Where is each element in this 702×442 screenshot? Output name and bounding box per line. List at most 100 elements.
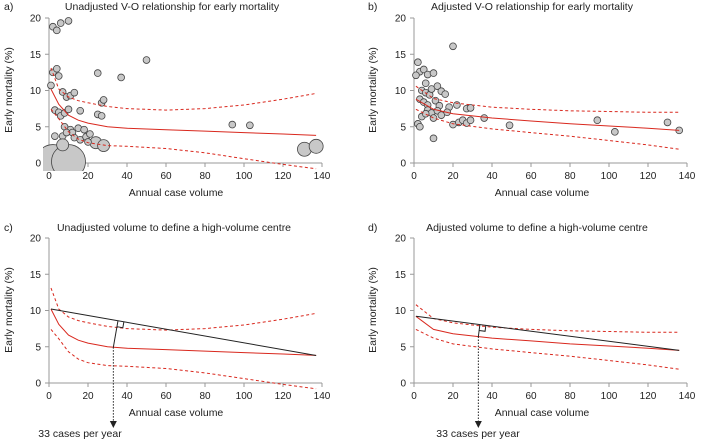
panel-label: b) bbox=[368, 1, 377, 13]
data-point bbox=[97, 139, 110, 153]
x-tick-label: 140 bbox=[314, 391, 331, 402]
x-tick-label: 80 bbox=[564, 171, 576, 182]
data-point bbox=[663, 118, 672, 127]
x-axis-title: Annual case volume bbox=[495, 187, 590, 199]
data-point bbox=[64, 105, 73, 114]
chart-title: Adjusted V-O relationship for early mort… bbox=[431, 1, 634, 13]
data-point bbox=[84, 138, 92, 146]
y-tick-label: 10 bbox=[30, 86, 42, 97]
right-angle-marker bbox=[116, 321, 125, 329]
ci-upper-line bbox=[50, 287, 317, 331]
x-tick-label: 40 bbox=[486, 171, 498, 182]
y-tick-label: 15 bbox=[395, 270, 407, 281]
panel-a: a) Unadjusted V-O relationship for early … bbox=[3, 1, 331, 199]
x-tick-label: 0 bbox=[46, 171, 52, 182]
x-tick-label: 60 bbox=[525, 171, 537, 182]
x-tick-label: 120 bbox=[640, 391, 657, 402]
data-point bbox=[54, 72, 63, 80]
data-point bbox=[99, 96, 108, 104]
x-tick-label: 140 bbox=[679, 391, 696, 402]
data-point bbox=[421, 79, 430, 88]
y-tick-label: 15 bbox=[30, 270, 42, 281]
data-point bbox=[419, 65, 428, 74]
y-tick-label: 0 bbox=[400, 379, 406, 390]
y-axis-title: Early mortality (%) bbox=[367, 47, 379, 133]
threshold-annotation: 33 cases per year bbox=[436, 428, 520, 440]
plot-area bbox=[415, 304, 680, 370]
x-tick-label: 100 bbox=[236, 171, 253, 182]
data-point bbox=[70, 88, 79, 97]
x-tick-label: 120 bbox=[640, 171, 657, 182]
x-tick-label: 80 bbox=[199, 391, 211, 402]
x-tick-label: 0 bbox=[46, 391, 52, 402]
data-point bbox=[421, 109, 430, 118]
data-point bbox=[453, 101, 461, 109]
perpendicular-line bbox=[112, 320, 119, 348]
data-point bbox=[93, 69, 102, 77]
data-point bbox=[76, 107, 84, 115]
data-point bbox=[80, 125, 88, 134]
plot-area bbox=[43, 17, 324, 171]
data-point bbox=[97, 112, 106, 120]
x-tick-label: 0 bbox=[411, 171, 417, 182]
data-point bbox=[611, 128, 619, 136]
data-point bbox=[228, 120, 237, 129]
panel-label: a) bbox=[4, 1, 13, 13]
data-point bbox=[142, 56, 151, 64]
data-point bbox=[441, 90, 450, 98]
y-tick-label: 15 bbox=[30, 50, 42, 61]
panel-label: d) bbox=[368, 222, 377, 234]
data-point bbox=[429, 114, 438, 122]
data-point bbox=[480, 114, 489, 122]
perpendicular-line bbox=[477, 324, 481, 337]
x-tick-label: 20 bbox=[447, 391, 459, 402]
fit-line bbox=[50, 308, 317, 356]
ci-lower-line bbox=[50, 108, 317, 170]
y-tick-label: 0 bbox=[400, 159, 406, 170]
x-tick-label: 40 bbox=[121, 171, 133, 182]
y-tick-label: 10 bbox=[395, 306, 407, 317]
threshold-annotation: 33 cases per year bbox=[38, 428, 122, 440]
x-tick-label: 20 bbox=[447, 171, 459, 182]
fit-line bbox=[50, 88, 317, 136]
x-tick-label: 80 bbox=[199, 171, 211, 182]
y-tick-label: 20 bbox=[395, 234, 407, 245]
x-tick-label: 120 bbox=[275, 391, 292, 402]
chart-title: Adjusted volume to define a high-volume … bbox=[426, 222, 648, 234]
data-point bbox=[466, 116, 475, 125]
right-angle-marker bbox=[479, 325, 487, 332]
panel-c: c) Unadjusted volume to define a high-vol… bbox=[3, 222, 331, 440]
data-point bbox=[414, 58, 422, 67]
ci-upper-line bbox=[50, 67, 317, 111]
data-point bbox=[308, 138, 324, 154]
data-point bbox=[51, 132, 59, 140]
y-tick-label: 5 bbox=[400, 342, 406, 353]
y-tick-label: 20 bbox=[395, 14, 407, 25]
y-axis-title: Early mortality (%) bbox=[3, 47, 15, 133]
x-tick-label: 40 bbox=[121, 391, 133, 402]
ci-lower-line bbox=[50, 329, 317, 390]
chord-line bbox=[415, 315, 680, 351]
data-point bbox=[52, 64, 61, 73]
data-point bbox=[593, 116, 602, 125]
y-tick-label: 0 bbox=[35, 159, 41, 170]
ci-upper-line bbox=[415, 304, 680, 333]
threshold-arrow bbox=[109, 421, 117, 428]
data-point bbox=[52, 26, 61, 35]
data-point bbox=[51, 144, 86, 171]
data-point bbox=[246, 121, 254, 130]
data-point bbox=[433, 82, 442, 90]
panel-b: b) Adjusted V-O relationship for early mo… bbox=[367, 1, 696, 199]
x-tick-label: 20 bbox=[82, 171, 94, 182]
x-tick-label: 80 bbox=[564, 391, 576, 402]
x-tick-label: 40 bbox=[486, 391, 498, 402]
data-point bbox=[466, 104, 475, 112]
y-tick-label: 5 bbox=[35, 122, 41, 133]
panel-label: c) bbox=[4, 222, 13, 234]
data-point bbox=[416, 122, 424, 131]
x-tick-label: 60 bbox=[160, 171, 172, 182]
plot-area bbox=[412, 42, 683, 150]
data-point bbox=[47, 81, 55, 90]
chart-title: Unadjusted V-O relationship for early mo… bbox=[65, 1, 280, 13]
x-tick-label: 100 bbox=[236, 391, 253, 402]
